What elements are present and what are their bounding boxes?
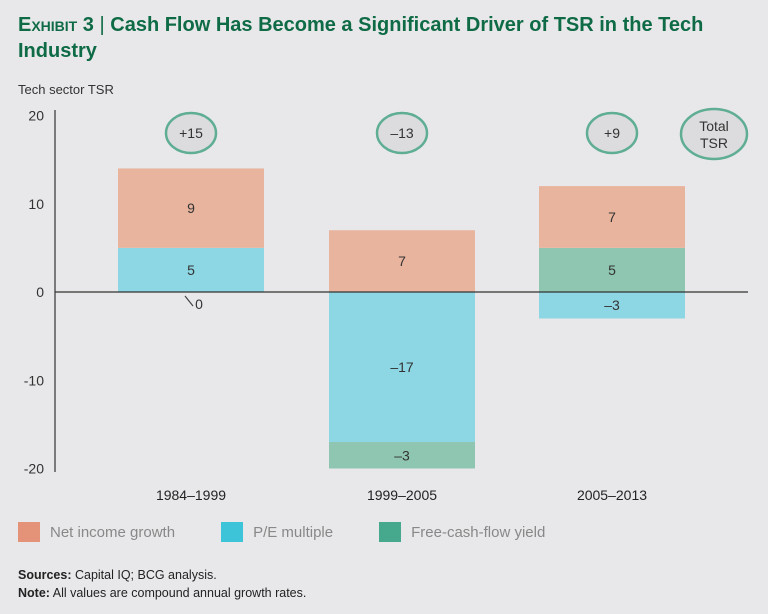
legend-label: P/E multiple bbox=[253, 523, 334, 541]
total-value: +9 bbox=[604, 125, 620, 141]
data-label: –17 bbox=[390, 359, 414, 375]
bar-chart: 5901984–1999+157–17–31999–2005–1357–3200… bbox=[24, 107, 749, 503]
note-label: Note: bbox=[18, 586, 50, 600]
total-badge bbox=[164, 111, 218, 155]
total-badge bbox=[585, 111, 639, 155]
legend-swatch bbox=[379, 522, 402, 542]
y-tick-label: 20 bbox=[28, 108, 44, 124]
legend: Net income growth P/E multiple Free-cash… bbox=[18, 522, 591, 542]
legend-item-fcf-yield: Free-cash-flow yield bbox=[379, 522, 545, 542]
exhibit-number: Exhibit 3 bbox=[18, 14, 94, 36]
bar-segment bbox=[118, 168, 264, 248]
sources-text: Capital IQ; BCG analysis. bbox=[71, 568, 217, 582]
x-tick-label: 1999–2005 bbox=[367, 487, 437, 503]
leader-line bbox=[184, 295, 194, 307]
total-badge bbox=[375, 111, 429, 155]
data-label: 7 bbox=[608, 209, 616, 225]
bar-segment bbox=[118, 247, 264, 292]
legend-swatch bbox=[18, 522, 40, 542]
x-tick-label: 2005–2013 bbox=[577, 487, 647, 503]
y-tick-label: 10 bbox=[28, 196, 44, 212]
data-label: –3 bbox=[394, 447, 410, 463]
y-axis-label: Tech sector TSR bbox=[18, 82, 114, 97]
y-tick-label: -10 bbox=[24, 372, 44, 388]
x-tick-label: 1984–1999 bbox=[156, 487, 226, 503]
legend-label: Net income growth bbox=[50, 523, 176, 541]
bar-segment bbox=[539, 186, 685, 248]
total-tsr-label: Total bbox=[699, 118, 729, 134]
bar-segment bbox=[329, 292, 475, 443]
y-tick-label: 0 bbox=[36, 284, 44, 300]
sources-label: Sources: bbox=[18, 568, 72, 582]
legend-swatch bbox=[221, 522, 244, 542]
bar-segment bbox=[539, 247, 685, 292]
total-value: –13 bbox=[390, 125, 414, 141]
data-label: 7 bbox=[398, 253, 406, 269]
chart-title: Exhibit 3 | Cash Flow Has Become a Signi… bbox=[18, 14, 704, 62]
bar-segment bbox=[329, 230, 475, 292]
y-tick-label: -20 bbox=[24, 461, 44, 477]
footnotes: Sources: Capital IQ; BCG analysis. Note:… bbox=[18, 566, 306, 602]
data-label: 9 bbox=[187, 200, 195, 216]
bar-segment bbox=[329, 442, 475, 469]
total-tsr-label: TSR bbox=[700, 135, 728, 151]
note-text: All values are compound annual growth ra… bbox=[49, 586, 307, 600]
bar-segment bbox=[539, 292, 685, 319]
title-text: Cash Flow Has Become a Significant Drive… bbox=[18, 14, 704, 62]
data-label: 0 bbox=[195, 296, 203, 312]
data-label: 5 bbox=[608, 262, 616, 278]
data-label: 5 bbox=[187, 262, 195, 278]
legend-item-pe-multiple: P/E multiple bbox=[221, 522, 333, 542]
legend-item-net-income: Net income growth bbox=[18, 522, 175, 542]
total-tsr-badge bbox=[679, 107, 749, 161]
total-value: +15 bbox=[179, 125, 203, 141]
data-label: –3 bbox=[604, 297, 620, 313]
legend-label: Free-cash-flow yield bbox=[411, 523, 546, 541]
